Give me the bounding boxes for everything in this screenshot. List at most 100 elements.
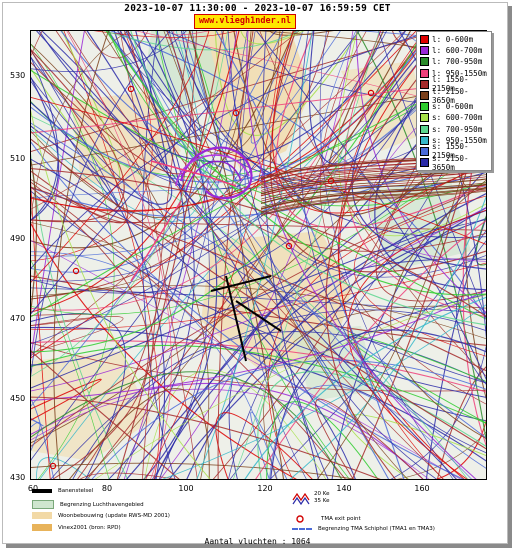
flight-track xyxy=(31,31,440,152)
flight-track xyxy=(31,344,486,424)
legend-swatch xyxy=(420,113,429,123)
legend-label: s: 0-600m xyxy=(432,102,474,112)
flight-track xyxy=(214,31,360,136)
approach-line xyxy=(130,200,182,282)
flight-track xyxy=(108,31,486,207)
legend-swatch xyxy=(420,135,429,145)
flight-track xyxy=(260,171,486,197)
flight-track xyxy=(315,398,424,479)
flight-track xyxy=(31,31,454,294)
flight-track xyxy=(69,388,210,479)
key-runway: Banenstelsel xyxy=(32,488,93,494)
flight-track xyxy=(31,31,432,211)
flight-track xyxy=(31,31,171,378)
x-tick-label: 100 xyxy=(178,484,194,493)
legend-label: l: 600-700m xyxy=(432,46,483,56)
flight-track xyxy=(31,31,187,72)
flight-track xyxy=(353,164,486,357)
site-badge[interactable]: www.vliegh1nder.nl xyxy=(194,14,296,29)
tma-exit-icon xyxy=(296,515,304,523)
boundary-swatch xyxy=(32,500,54,509)
flight-track xyxy=(31,260,110,479)
flight-track xyxy=(31,180,51,479)
flight-track xyxy=(31,31,381,311)
key-housing: Woonbebouwing (update RWS-MD 2001) xyxy=(32,512,170,519)
flight-track xyxy=(344,31,486,318)
flight-count: Aantal vluchten : 1064 xyxy=(204,537,311,546)
legend-swatch xyxy=(420,35,429,45)
flight-track xyxy=(390,179,486,439)
flight-track xyxy=(189,31,285,479)
flight-track xyxy=(31,313,126,479)
time-range-title: 2023-10-07 11:30:00 - 2023-10-07 16:59:5… xyxy=(124,3,391,14)
urban-area xyxy=(341,61,431,151)
flight-track xyxy=(269,384,472,479)
flight-track xyxy=(107,31,222,169)
flight-track xyxy=(475,215,486,266)
flight-track xyxy=(101,31,281,155)
tma-boundary-swatch xyxy=(292,528,312,530)
flight-track xyxy=(31,342,486,392)
flight-track xyxy=(435,419,486,479)
flight-track xyxy=(31,313,102,327)
legend-item: l: 950-1550m xyxy=(417,68,491,79)
runway xyxy=(235,300,282,332)
flight-track xyxy=(31,31,425,353)
flight-track xyxy=(155,31,350,479)
flight-track xyxy=(109,31,486,319)
flight-track xyxy=(244,296,486,479)
flight-track xyxy=(272,31,486,214)
runway-swatch xyxy=(32,489,52,493)
flight-track xyxy=(104,31,300,51)
x-tick-label: 120 xyxy=(257,484,273,493)
flight-track xyxy=(31,76,60,221)
runway-system xyxy=(210,275,282,362)
flight-track xyxy=(31,371,342,479)
flight-track xyxy=(260,184,486,210)
legend-swatch xyxy=(420,158,429,168)
flight-track xyxy=(105,31,486,296)
flight-track xyxy=(255,220,486,479)
flight-track xyxy=(270,329,486,479)
flight-track xyxy=(228,219,486,479)
key-vinex: Vinex2001 (bron: RPD) xyxy=(32,524,121,531)
flight-track xyxy=(31,31,360,461)
legend-swatch xyxy=(420,91,429,101)
tma-exit-points xyxy=(49,85,375,470)
flight-track xyxy=(31,186,486,199)
flight-track xyxy=(31,382,424,479)
key-label: 35 Ke xyxy=(314,498,330,504)
flight-track xyxy=(239,31,307,479)
legend-swatch xyxy=(420,79,429,89)
flight-track xyxy=(31,210,486,389)
flight-track xyxy=(31,109,211,479)
flight-track xyxy=(260,178,486,204)
flight-track xyxy=(31,158,356,479)
flight-track xyxy=(260,187,486,213)
legend-swatch xyxy=(420,124,429,134)
legend-label: s: 1550-2150m xyxy=(432,142,469,161)
flight-track xyxy=(262,31,329,479)
flight-track xyxy=(84,31,149,59)
approach-loop xyxy=(179,146,253,200)
flight-track xyxy=(124,31,486,469)
tma-exit-point xyxy=(327,177,335,185)
flight-track xyxy=(260,190,486,216)
key-noise-contours: 20 Ke 35 Ke xyxy=(292,490,329,506)
flight-track xyxy=(246,31,477,479)
flight-track xyxy=(31,31,173,205)
flight-track xyxy=(396,431,486,479)
flight-track xyxy=(347,209,486,479)
legend-item: s: 950-1550m xyxy=(417,135,491,146)
flight-track xyxy=(255,31,486,380)
flight-track xyxy=(94,294,486,479)
legend-item: s: 700-950m xyxy=(417,124,491,135)
flight-track xyxy=(266,401,379,479)
x-tick-label: 60 xyxy=(18,484,48,493)
key-label: Begrenzing TMA Schiphol (TMA1 en TMA3) xyxy=(318,526,435,532)
tma-exit-point xyxy=(127,85,135,93)
flight-track xyxy=(31,421,41,452)
flight-track xyxy=(260,169,486,195)
flight-track xyxy=(325,31,459,479)
key-airfield-boundary: Begrenzing Luchthavengebied xyxy=(32,500,144,509)
